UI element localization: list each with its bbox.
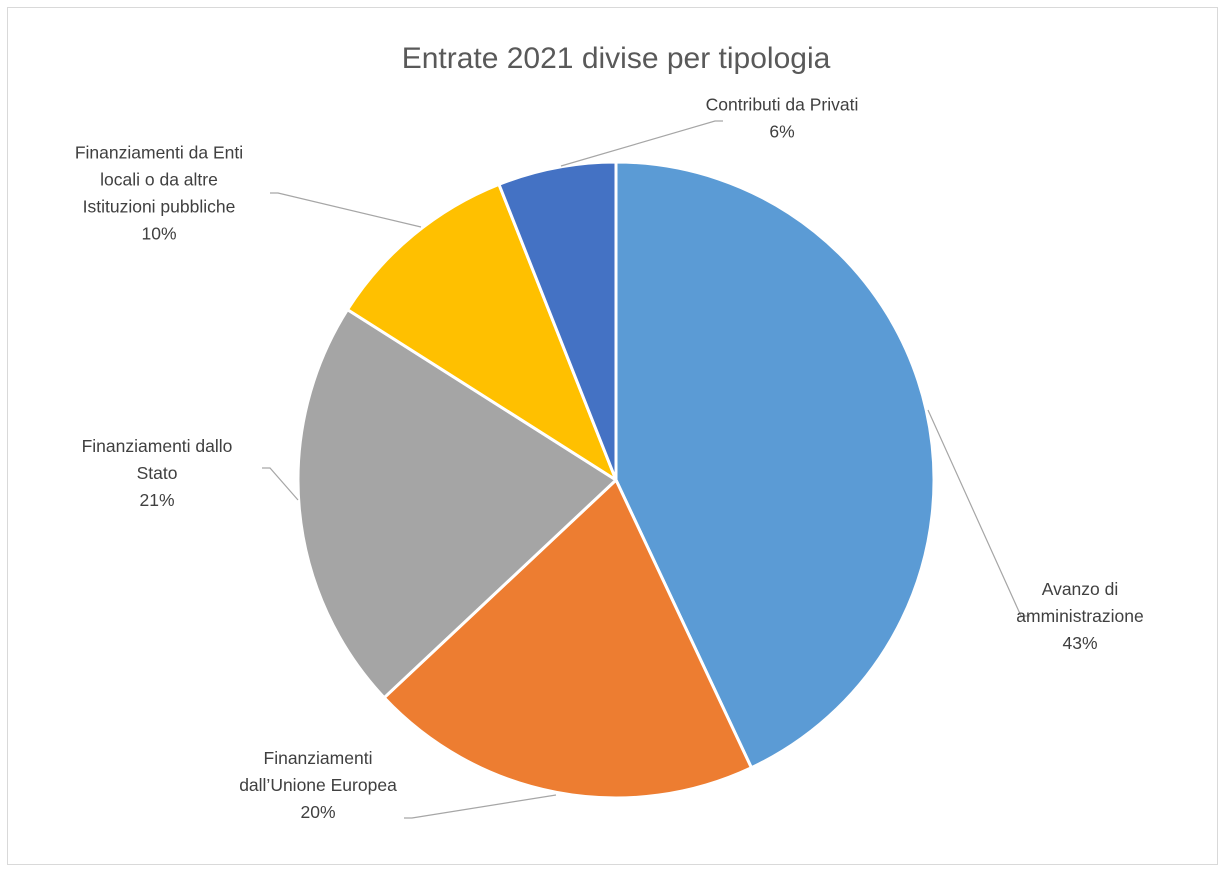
data-label-value: 21% bbox=[139, 490, 174, 510]
data-label-3: Finanziamenti da Enti locali o da altre Is… bbox=[75, 143, 243, 244]
data-label-4: Contributi da Privati 6% bbox=[706, 95, 859, 142]
data-label-category: Finanziamenti da Enti bbox=[75, 143, 243, 163]
data-label-0: Avanzo di amministrazione 43% bbox=[1016, 579, 1143, 653]
data-label-1: Finanziamenti dall’Unione Europea 20% bbox=[239, 748, 397, 822]
data-label-category: amministrazione bbox=[1016, 606, 1143, 626]
leader-line-4 bbox=[560, 120, 723, 167]
pie-slice-0 bbox=[614, 160, 936, 770]
leader-line-2 bbox=[262, 467, 299, 501]
leader-lines bbox=[262, 120, 1030, 819]
chart-title: Entrate 2021 divise per tipologia bbox=[402, 42, 831, 75]
pie-slice-1 bbox=[382, 478, 753, 800]
data-label-2: Finanziamenti dallo Stato 21% bbox=[82, 436, 233, 510]
data-label-category: Istituzioni pubbliche bbox=[83, 197, 236, 217]
data-label-category: Stato bbox=[137, 463, 178, 483]
pie-slice-4 bbox=[497, 160, 618, 482]
leader-line-3 bbox=[270, 192, 422, 228]
data-labels: Avanzo di amministrazione 43% Finanziamenti… bbox=[75, 95, 1144, 823]
data-label-category: Finanziamenti dallo bbox=[82, 436, 233, 456]
data-label-value: 6% bbox=[769, 122, 794, 142]
data-label-category: locali o da altre bbox=[100, 170, 218, 190]
leader-line-1 bbox=[404, 794, 557, 819]
data-label-category: Contributi da Privati bbox=[706, 95, 859, 115]
data-label-value: 10% bbox=[141, 224, 176, 244]
pie-slice-2 bbox=[296, 308, 618, 700]
leader-line-0 bbox=[927, 409, 1030, 617]
pie-slice-3 bbox=[346, 182, 618, 482]
data-label-category: dall’Unione Europea bbox=[239, 775, 397, 795]
data-label-value: 20% bbox=[300, 802, 335, 822]
data-label-category: Finanziamenti bbox=[264, 748, 373, 768]
data-label-category: Avanzo di bbox=[1042, 579, 1119, 599]
pie-slices bbox=[296, 160, 936, 800]
data-label-value: 43% bbox=[1062, 633, 1097, 653]
